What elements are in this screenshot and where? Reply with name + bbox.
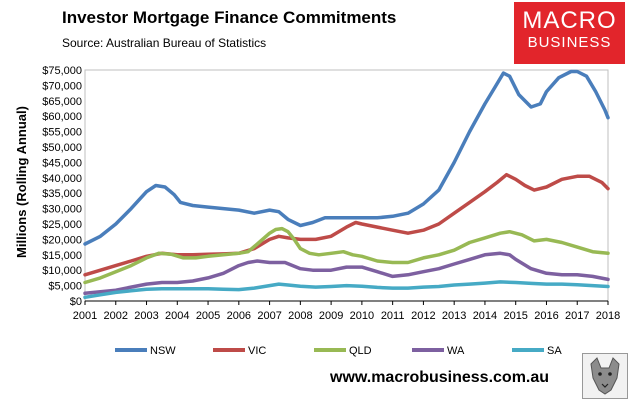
x-tick-label: 2011 bbox=[381, 310, 405, 322]
y-tick-label: $40,000 bbox=[42, 173, 82, 185]
x-tick-label: 2005 bbox=[196, 310, 220, 322]
x-tick-label: 2001 bbox=[73, 310, 97, 322]
chart-source: Source: Australian Bureau of Statistics bbox=[62, 36, 267, 50]
y-tick-label: $65,000 bbox=[42, 96, 82, 108]
legend-label-wa: WA bbox=[447, 345, 465, 357]
x-tick-label: 2012 bbox=[411, 310, 435, 322]
x-tick-label: 2017 bbox=[565, 310, 589, 322]
x-axis-tick-labels: 2001 2002 2003 2004 2005 2006 2007 2008 2009 2010… bbox=[73, 310, 620, 322]
y-tick-label: $25,000 bbox=[42, 219, 82, 231]
x-tick-label: 2014 bbox=[473, 310, 497, 322]
x-tick-label: 2006 bbox=[227, 310, 251, 322]
x-tick-label: 2015 bbox=[503, 310, 527, 322]
x-tick-label: 2004 bbox=[165, 310, 189, 322]
macrobusiness-logo: MACRO BUSINESS bbox=[514, 2, 625, 64]
chart-axes bbox=[84, 69, 609, 305]
series-line-sa bbox=[83, 280, 610, 300]
legend-label-sa: SA bbox=[547, 345, 562, 357]
x-tick-label: 2010 bbox=[350, 310, 374, 322]
series-line-wa bbox=[83, 251, 610, 296]
y-axis-title: Millions (Rolling Annual) bbox=[14, 106, 29, 258]
series-lines bbox=[83, 69, 610, 300]
y-tick-label: $0 bbox=[70, 296, 82, 308]
chart-title: Investor Mortgage Finance Commitments bbox=[62, 8, 397, 27]
y-tick-label: $10,000 bbox=[42, 265, 82, 277]
y-tick-label: $30,000 bbox=[42, 204, 82, 216]
x-tick-label: 2008 bbox=[288, 310, 312, 322]
legend-label-qld: QLD bbox=[349, 345, 372, 357]
y-tick-label: $45,000 bbox=[42, 157, 82, 169]
x-tick-label: 2009 bbox=[319, 310, 343, 322]
y-tick-label: $75,000 bbox=[42, 65, 82, 77]
series-line-qld bbox=[83, 226, 610, 285]
y-tick-label: $15,000 bbox=[42, 250, 82, 262]
x-tick-label: 2002 bbox=[104, 310, 128, 322]
y-tick-label: $60,000 bbox=[42, 111, 82, 123]
y-tick-label: $55,000 bbox=[42, 127, 82, 139]
legend-label-vic: VIC bbox=[248, 345, 266, 357]
x-tick-label: 2007 bbox=[257, 310, 281, 322]
website-url: www.macrobusiness.com.au bbox=[330, 369, 550, 386]
logo-line-2: BUSINESS bbox=[527, 34, 612, 51]
wolf-mascot-icon bbox=[582, 353, 628, 399]
series-line-vic bbox=[83, 172, 610, 277]
y-axis-tick-labels: $0 $5,000 $10,000 $15,000 $20,000 $25,000 $30,… bbox=[42, 65, 82, 308]
logo-line-1: MACRO bbox=[522, 7, 617, 34]
x-tick-label: 2003 bbox=[134, 310, 158, 322]
y-tick-label: $50,000 bbox=[42, 142, 82, 154]
x-tick-label: 2013 bbox=[442, 310, 466, 322]
legend-label-nsw: NSW bbox=[150, 345, 176, 357]
x-tick-label: 2018 bbox=[596, 310, 620, 322]
chart-legend: NSW VIC QLD WA SA bbox=[115, 345, 562, 357]
y-tick-label: $5,000 bbox=[48, 281, 82, 293]
x-tick-label: 2016 bbox=[534, 310, 558, 322]
y-tick-label: $35,000 bbox=[42, 188, 82, 200]
y-tick-label: $70,000 bbox=[42, 80, 82, 92]
y-tick-label: $20,000 bbox=[42, 234, 82, 246]
series-line-nsw bbox=[83, 69, 610, 246]
